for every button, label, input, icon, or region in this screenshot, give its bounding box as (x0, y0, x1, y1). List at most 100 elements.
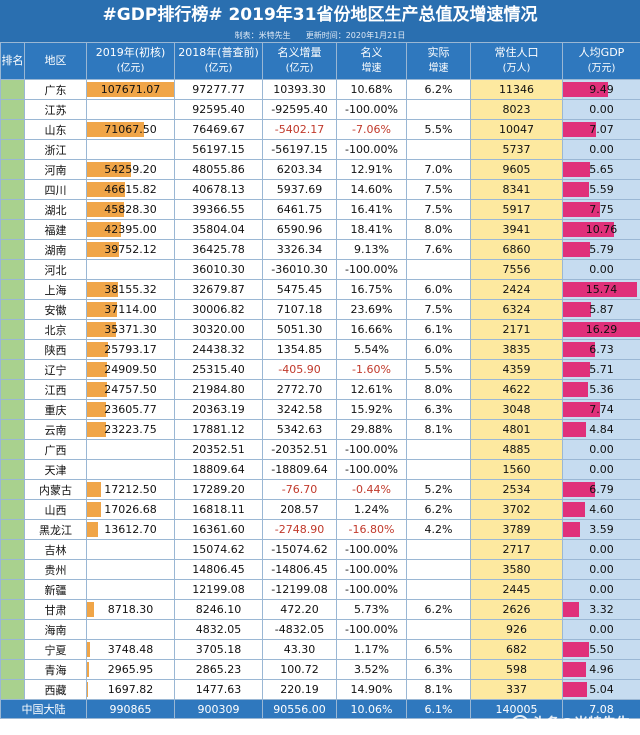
total-row: 中国大陆 990865 900309 90556.00 10.06% 6.1% … (0, 699, 640, 719)
per-capita-value: 5.65 (589, 163, 614, 176)
gdp2019-cell: 23605.77 (86, 399, 175, 420)
increment-cell: 5342.63 (262, 419, 337, 440)
per-capita-bar (563, 402, 600, 417)
per-capita-cell: 0.00 (562, 459, 640, 480)
gdp2019-value: 23605.77 (104, 403, 157, 416)
real-growth-cell: 5.2% (406, 479, 471, 500)
table-row: 山西 17026.68 16818.11 208.57 1.24% 6.2% 3702 4.6… (0, 499, 640, 520)
population-cell: 4622 (470, 379, 563, 400)
population-cell: 8023 (470, 99, 563, 120)
total-gdp2018: 900309 (174, 699, 263, 719)
gdp2019-bar (87, 502, 101, 517)
increment-cell: 6461.75 (262, 199, 337, 220)
gdp2019-bar (87, 642, 91, 657)
gdp2018-cell: 25315.40 (174, 359, 263, 380)
gdp2019-cell: 39752.12 (86, 239, 175, 260)
gdp2018-cell: 97277.77 (174, 79, 263, 100)
increment-cell: -4832.05 (262, 619, 337, 640)
region-cell: 天津 (24, 459, 87, 480)
gdp2018-cell: 20363.19 (174, 399, 263, 420)
increment-cell: -92595.40 (262, 99, 337, 120)
per-capita-bar (563, 182, 590, 197)
rank-cell (0, 239, 25, 260)
gdp2018-cell: 14806.45 (174, 559, 263, 580)
gdp2019-bar (87, 362, 108, 377)
gdp2019-bar (87, 482, 101, 497)
rank-cell (0, 659, 25, 680)
nominal-growth-cell: 14.60% (336, 179, 407, 200)
gdp2019-bar (87, 682, 89, 697)
per-capita-cell: 0.00 (562, 99, 640, 120)
nominal-growth-cell: 9.13% (336, 239, 407, 260)
per-capita-bar (563, 642, 589, 657)
population-cell: 8341 (470, 179, 563, 200)
increment-cell: 2772.70 (262, 379, 337, 400)
gdp2019-cell (86, 439, 175, 460)
increment-cell: 3242.58 (262, 399, 337, 420)
per-capita-cell: 5.79 (562, 239, 640, 260)
increment-cell: -15074.62 (262, 539, 337, 560)
gdp2019-value: 71067.50 (104, 123, 157, 136)
population-cell: 2424 (470, 279, 563, 300)
per-capita-cell: 15.74 (562, 279, 640, 300)
region-cell: 安徽 (24, 299, 87, 320)
table-row: 天津 18809.64 -18809.64 -100.00% 1560 0.00 (0, 459, 640, 480)
real-growth-cell: 7.5% (406, 199, 471, 220)
region-cell: 黑龙江 (24, 519, 87, 540)
table-row: 贵州 14806.45 -14806.45 -100.00% 3580 0.00 (0, 559, 640, 580)
gdp2019-cell: 3748.48 (86, 639, 175, 660)
total-increment: 90556.00 (262, 699, 337, 719)
increment-cell: -12199.08 (262, 579, 337, 600)
gdp2019-bar (87, 382, 107, 397)
region-cell: 河南 (24, 159, 87, 180)
gdp2018-cell: 18809.64 (174, 459, 263, 480)
nominal-growth-cell: -100.00% (336, 439, 407, 460)
per-capita-cell: 5.65 (562, 159, 640, 180)
nominal-growth-cell: -100.00% (336, 139, 407, 160)
header-per-capita: 人均GDP (万元) (562, 42, 640, 80)
gdp2019-bar (87, 422, 106, 437)
population-cell: 3048 (470, 399, 563, 420)
gdp2019-bar (87, 162, 131, 177)
table-body: 广东 107671.07 97277.77 10393.30 10.68% 6.2% 113… (0, 79, 640, 700)
per-capita-bar (563, 522, 580, 537)
per-capita-value: 7.75 (589, 203, 614, 216)
per-capita-bar (563, 682, 587, 697)
nominal-growth-cell: 29.88% (336, 419, 407, 440)
per-capita-bar (563, 482, 596, 497)
gdp2019-value: 17026.68 (104, 503, 157, 516)
per-capita-bar (563, 122, 597, 137)
increment-cell: -36010.30 (262, 259, 337, 280)
table-row: 上海 38155.32 32679.87 5475.45 16.75% 6.0% 2424 1… (0, 279, 640, 300)
header-gdp2018: 2018年(普查前) (亿元) (174, 42, 263, 80)
real-growth-cell: 5.5% (406, 119, 471, 140)
rank-cell (0, 439, 25, 460)
rank-cell (0, 139, 25, 160)
gdp2018-cell: 1477.63 (174, 679, 263, 700)
per-capita-value: 0.00 (589, 623, 614, 636)
gdp2019-cell (86, 559, 175, 580)
header-rank: 排名 (0, 42, 25, 80)
population-cell: 2626 (470, 599, 563, 620)
gdp2018-cell: 20352.51 (174, 439, 263, 460)
table-row: 北京 35371.30 30320.00 5051.30 16.66% 6.1% 2171 1… (0, 319, 640, 340)
per-capita-bar (563, 202, 600, 217)
per-capita-value: 16.29 (585, 323, 618, 336)
gdp2019-value: 107671.07 (100, 83, 161, 96)
nominal-growth-cell: 23.69% (336, 299, 407, 320)
population-cell: 3580 (470, 559, 563, 580)
gdp2018-cell: 92595.40 (174, 99, 263, 120)
table-row: 海南 4832.05 -4832.05 -100.00% 926 0.00 (0, 619, 640, 640)
region-cell: 陕西 (24, 339, 87, 360)
gdp2019-cell: 2965.95 (86, 659, 175, 680)
real-growth-cell: 6.3% (406, 399, 471, 420)
nominal-growth-cell: -100.00% (336, 259, 407, 280)
gdp2019-cell: 38155.32 (86, 279, 175, 300)
table-row: 浙江 56197.15 -56197.15 -100.00% 5737 0.00 (0, 139, 640, 160)
real-growth-cell: 6.2% (406, 79, 471, 100)
table-row: 安徽 37114.00 30006.82 7107.18 23.69% 7.5% 6324 5… (0, 299, 640, 320)
rank-cell (0, 519, 25, 540)
real-growth-cell: 6.1% (406, 319, 471, 340)
gdp2019-bar (87, 222, 122, 237)
gdp2019-cell: 17212.50 (86, 479, 175, 500)
